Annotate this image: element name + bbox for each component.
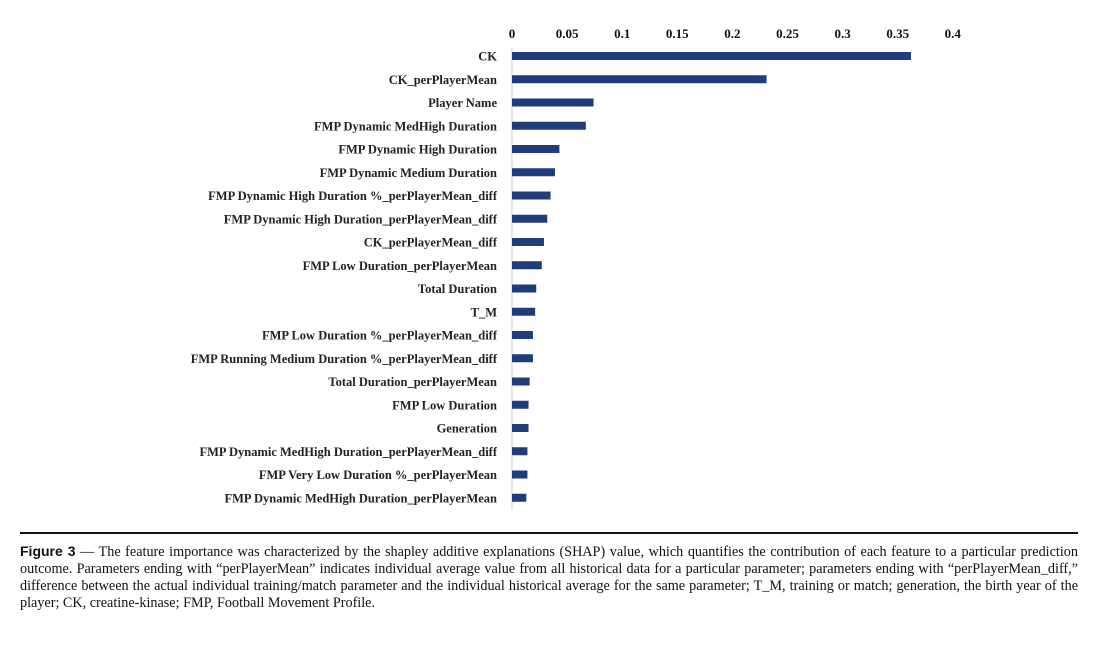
caption-label: Figure 3 bbox=[20, 543, 76, 559]
category-label: FMP Running Medium Duration %_perPlayerM… bbox=[191, 352, 498, 366]
bar bbox=[512, 98, 594, 107]
category-label: FMP Dynamic High Duration_perPlayerMean_… bbox=[224, 212, 498, 226]
category-label: FMP Dynamic High Duration %_perPlayerMea… bbox=[208, 189, 498, 203]
category-label: CK_perPlayerMean_diff bbox=[364, 236, 498, 250]
bar bbox=[512, 75, 767, 84]
x-tick-label: 0.1 bbox=[614, 26, 630, 41]
category-label: FMP Very Low Duration %_perPlayerMean bbox=[259, 468, 497, 482]
x-tick-label: 0.05 bbox=[556, 26, 579, 41]
x-tick-label: 0.2 bbox=[724, 26, 740, 41]
figure-caption: Figure 3 — The feature importance was ch… bbox=[20, 543, 1078, 612]
category-label: FMP Low Duration_perPlayerMean bbox=[303, 259, 497, 273]
category-label: FMP Dynamic MedHigh Duration_perPlayerMe… bbox=[199, 445, 497, 459]
x-tick-label: 0.4 bbox=[945, 26, 962, 41]
category-label: FMP Low Duration bbox=[392, 398, 497, 412]
bar bbox=[512, 168, 555, 177]
category-label: FMP Low Duration %_perPlayerMean_diff bbox=[262, 329, 498, 343]
caption-divider bbox=[20, 532, 1078, 534]
bar bbox=[512, 354, 533, 363]
category-label: CK_perPlayerMean bbox=[389, 73, 497, 87]
bar bbox=[512, 145, 560, 153]
category-label: Generation bbox=[437, 422, 497, 436]
x-tick-label: 0.3 bbox=[834, 26, 851, 41]
caption-text: — The feature importance was characteriz… bbox=[20, 544, 1078, 611]
x-tick-label: 0 bbox=[509, 26, 516, 41]
x-tick-label: 0.35 bbox=[886, 26, 909, 41]
bar bbox=[512, 191, 551, 200]
bar bbox=[512, 493, 527, 502]
bar-chart-svg: 0 0.05 0.1 0.15 0.2 0.25 0.3 0.35 0.4 CK CK_perPla… bbox=[191, 26, 962, 510]
shap-feature-importance-chart: 0 0.05 0.1 0.15 0.2 0.25 0.3 0.35 0.4 CK CK_perPla… bbox=[191, 26, 962, 510]
bar bbox=[512, 331, 533, 339]
category-label: FMP Dynamic MedHigh Duration_perPlayerMe… bbox=[224, 491, 497, 505]
bar bbox=[512, 470, 528, 479]
bar bbox=[512, 377, 530, 386]
category-label: FMP Dynamic MedHigh Duration bbox=[314, 119, 497, 133]
bar bbox=[512, 214, 548, 223]
bar bbox=[512, 307, 536, 316]
category-label: Player Name bbox=[428, 96, 497, 110]
category-label: FMP Dynamic Medium Duration bbox=[320, 166, 497, 180]
bar bbox=[512, 52, 911, 60]
bar bbox=[512, 238, 544, 246]
bar bbox=[512, 261, 542, 270]
category-label: CK bbox=[478, 50, 497, 64]
x-tick-label: 0.15 bbox=[666, 26, 689, 41]
category-label: Total Duration_perPlayerMean bbox=[328, 375, 497, 389]
bar bbox=[512, 400, 529, 409]
category-label: T_M bbox=[471, 305, 498, 319]
category-label: FMP Dynamic High Duration bbox=[338, 143, 497, 157]
category-label: Total Duration bbox=[418, 282, 497, 296]
bar bbox=[512, 121, 586, 130]
bar bbox=[512, 424, 529, 432]
x-tick-label: 0.25 bbox=[776, 26, 799, 41]
bar bbox=[512, 284, 537, 293]
bar bbox=[512, 447, 528, 456]
